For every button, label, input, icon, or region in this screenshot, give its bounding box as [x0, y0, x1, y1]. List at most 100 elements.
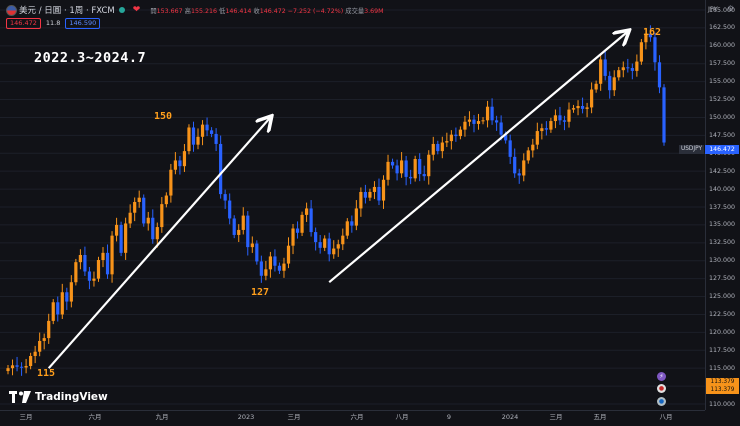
- x-tick-label: 六月: [350, 413, 364, 421]
- candle-body: [608, 75, 612, 91]
- candle-body: [300, 214, 304, 233]
- spread-value: 11.8: [45, 19, 61, 27]
- us-event-icon[interactable]: ●: [657, 397, 666, 406]
- y-tick-label: 157.500: [709, 60, 736, 68]
- candle-body: [472, 119, 476, 124]
- favorite-icon[interactable]: ❤: [132, 5, 141, 15]
- candle-body: [350, 221, 354, 226]
- candle-body: [332, 248, 336, 255]
- candle-body: [259, 261, 263, 276]
- candle-body: [336, 244, 340, 249]
- candle-body: [499, 122, 503, 135]
- candle-body: [662, 87, 666, 143]
- y-tick-label: 120.000: [709, 328, 736, 336]
- tradingview-logo[interactable]: TradingView: [9, 391, 108, 403]
- candle-body: [124, 223, 128, 253]
- candle-body: [119, 224, 123, 253]
- sell-button[interactable]: 146.472: [6, 17, 41, 29]
- y-tick-label: 165.000: [709, 6, 736, 14]
- market-status-icon: [118, 7, 125, 13]
- candle-body: [354, 208, 358, 226]
- candle-body: [318, 242, 322, 248]
- bottom-price-tag: 113.379: [706, 378, 739, 386]
- candle-body: [178, 160, 182, 167]
- candle-body: [454, 134, 458, 137]
- y-tick-label: 115.000: [709, 364, 736, 372]
- candle-body: [74, 262, 78, 283]
- candle-body: [594, 83, 598, 90]
- candle-body: [200, 124, 205, 137]
- candle-body: [504, 134, 508, 141]
- price-change: −7.252 (−4.72%): [287, 7, 344, 15]
- candle-body: [33, 351, 37, 357]
- candle-body: [142, 197, 146, 224]
- candle-body: [69, 282, 73, 302]
- candle-body: [65, 292, 69, 302]
- candle-body: [603, 59, 607, 76]
- candle-body: [372, 186, 377, 192]
- candle-body: [485, 106, 490, 121]
- chart-period-title: 2022.3~2024.7: [34, 50, 147, 66]
- settings-gear-icon[interactable]: ⚙: [727, 4, 735, 13]
- candle-body: [345, 221, 349, 236]
- buy-button[interactable]: 146.590: [65, 17, 101, 29]
- candle-body: [83, 254, 87, 272]
- candle-body: [427, 154, 431, 177]
- candle-body: [653, 37, 657, 63]
- candle-body: [386, 161, 390, 180]
- candle-body: [644, 33, 648, 43]
- candle-body: [490, 106, 494, 121]
- candle-body: [562, 120, 567, 122]
- candle-body: [15, 365, 19, 367]
- x-tick-label: 九月: [155, 413, 169, 421]
- bottom-price-tag-2: 113.379: [706, 386, 739, 394]
- tradingview-logo-icon: [9, 391, 31, 403]
- candle-body: [621, 67, 625, 71]
- candle-body: [341, 235, 345, 245]
- currency-label[interactable]: JPY: [708, 5, 718, 13]
- y-tick-label: 137.500: [709, 203, 736, 211]
- candle-body: [359, 191, 363, 209]
- candle-body: [191, 127, 196, 145]
- candle-body: [400, 160, 404, 174]
- x-tick-label: 八月: [659, 413, 673, 421]
- candle-body: [155, 227, 159, 240]
- candle-body: [639, 42, 643, 62]
- candle-body: [463, 121, 467, 130]
- y-tick-label: 150.000: [709, 113, 736, 121]
- candle-body: [612, 77, 616, 91]
- candle-body: [585, 107, 589, 109]
- candle-body: [214, 133, 218, 144]
- candle-body: [78, 254, 82, 263]
- candle-body: [38, 340, 42, 352]
- candle-body: [56, 302, 60, 315]
- candle-body: [513, 156, 517, 174]
- candle-body: [295, 228, 300, 233]
- candle-body: [363, 191, 368, 198]
- trend-arrow-2022: [47, 117, 271, 369]
- candle-body: [567, 109, 571, 122]
- candle-body: [110, 235, 114, 275]
- candle-body: [309, 208, 313, 233]
- japan-event-icon[interactable]: ●: [657, 384, 666, 393]
- symbol-title[interactable]: 美元 / 日圓 · 1周 · FXCM: [19, 6, 115, 16]
- candle-body: [409, 176, 413, 179]
- candle-body: [169, 169, 173, 196]
- price-axis[interactable]: [705, 0, 740, 410]
- symbol-tag: USDJPY: [679, 145, 704, 154]
- candle-body: [377, 186, 381, 201]
- y-tick-label: 127.500: [709, 275, 736, 283]
- candle-body: [327, 238, 331, 255]
- candle-body: [250, 243, 254, 248]
- last-price-tag: 146.472: [705, 145, 739, 154]
- y-tick-label: 135.000: [709, 221, 736, 229]
- candle-body: [264, 269, 268, 276]
- candle-body: [413, 159, 417, 179]
- candle-body: [381, 179, 386, 201]
- candle-body: [404, 160, 408, 177]
- candle-body: [476, 121, 481, 124]
- time-axis-border: [0, 410, 705, 411]
- lightning-event-icon[interactable]: ⚡: [657, 372, 666, 381]
- candle-body: [481, 120, 485, 122]
